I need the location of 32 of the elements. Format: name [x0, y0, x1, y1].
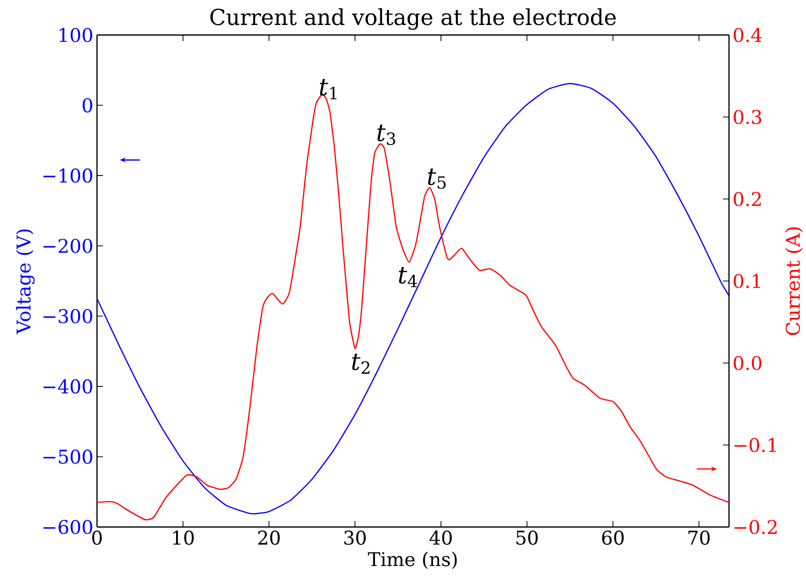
y-tick-label: −600: [43, 520, 92, 534]
x-tick-label: 30: [344, 530, 366, 545]
x-tick-label: 40: [429, 530, 452, 545]
y2-tick-label: 0.2: [734, 192, 761, 206]
y-tick-label: 100: [60, 28, 92, 42]
x-tick-label: 0: [92, 530, 102, 545]
x-tick-label: 10: [173, 530, 194, 545]
x-tick-label: 20: [258, 530, 280, 545]
x-tick-label: 70: [688, 530, 710, 545]
annotation: t$_{3}$: [377, 124, 396, 146]
x-tick-label: 60: [602, 530, 624, 545]
chart-title: Current and voltage at the electrode: [210, 8, 616, 30]
y-tick-label: 0: [82, 98, 92, 112]
y-tick-label: −500: [43, 450, 92, 464]
y2-axis-title: Current (A): [785, 227, 803, 336]
y2-tick-label: 0.1: [734, 274, 760, 288]
y-tick-label: −400: [43, 379, 92, 394]
annotation: t$_{5}$: [428, 168, 446, 189]
y-axis-title: Voltage (V): [16, 229, 35, 334]
y2-tick-label: 0.0: [734, 356, 762, 370]
y2-tick-label: 0.3: [734, 110, 762, 124]
y2-tick-label: −0.2: [734, 520, 777, 534]
y-tick-label: −200: [43, 238, 92, 254]
x-tick-label: 50: [516, 530, 538, 545]
y2-tick-label: 0.4: [734, 28, 762, 42]
y2-tick-label: −0.1: [734, 438, 776, 452]
y-tick-label: −100: [43, 168, 92, 183]
y-tick-label: −300: [43, 308, 92, 324]
annotation: t$_{1}$: [320, 79, 336, 100]
annotation: t$_{2}$: [352, 354, 370, 374]
x-axis-title: Time (ns): [368, 552, 457, 570]
annotation: t$_{4}$: [398, 266, 418, 288]
